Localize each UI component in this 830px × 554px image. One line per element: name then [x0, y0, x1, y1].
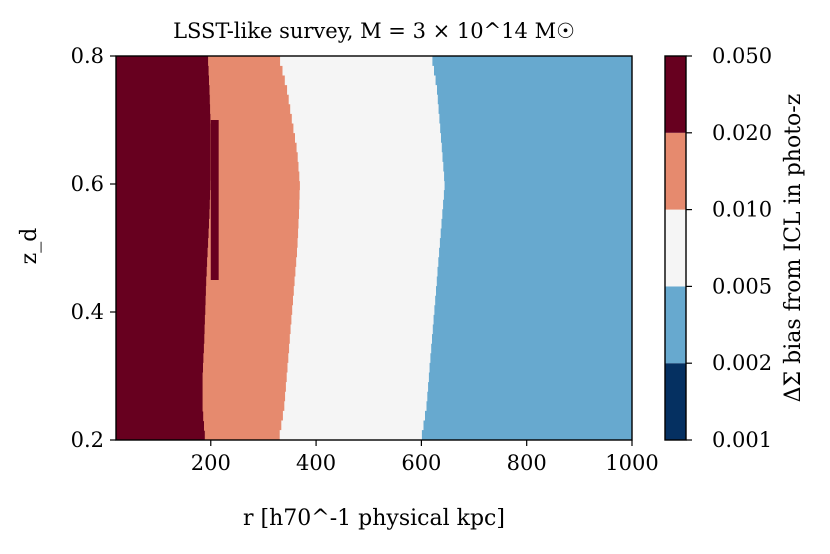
colorbar-ticks: 0.001 0.002 0.005 0.010 0.020 0.050	[686, 44, 772, 452]
x-tick-label: 1000	[605, 451, 658, 475]
colorbar-frame	[664, 55, 687, 441]
colorbar-segment	[665, 56, 686, 133]
x-tick-label: 400	[296, 451, 336, 475]
colorbar-segment	[665, 363, 686, 440]
colorbar-tick-label: 0.001	[712, 428, 772, 452]
y-tick-label: 0.2	[71, 428, 104, 452]
y-axis-label: z_d	[17, 228, 42, 265]
x-tick-label: 600	[401, 451, 441, 475]
y-tick-label: 0.8	[71, 44, 104, 68]
colorbar-segment	[665, 209, 686, 287]
colorbar	[664, 55, 687, 441]
colorbar-tick-label: 0.005	[712, 274, 772, 298]
x-tick-label: 200	[191, 451, 231, 475]
region-0.002-0.005	[421, 55, 633, 441]
x-tick-label: 800	[507, 451, 547, 475]
x-ticks: 200 400 600 800 1000	[191, 440, 659, 475]
colorbar-segment	[665, 286, 686, 364]
y-tick-label: 0.4	[71, 300, 104, 324]
colorbar-tick-label: 0.020	[712, 121, 772, 145]
colorbar-label: ΔΣ bias from ICL in photo-z	[781, 94, 806, 403]
region-0.005-0.010	[279, 55, 446, 441]
plot-frame	[115, 55, 633, 441]
region-0.020-0.050	[115, 55, 212, 441]
chart-title: LSST-like survey, M = 3 × 10^14 M☉	[173, 19, 575, 43]
colorbar-segment	[665, 132, 686, 210]
island-0	[210, 120, 219, 280]
colorbar-tick-label: 0.002	[712, 351, 772, 375]
y-ticks: 0.2 0.4 0.6 0.8	[71, 44, 116, 452]
plot-area	[115, 55, 633, 441]
x-axis-label: r [h70^-1 physical kpc]	[243, 506, 505, 531]
y-tick-label: 0.6	[71, 172, 104, 196]
colorbar-tick-label: 0.050	[712, 44, 772, 68]
colorbar-tick-label: 0.010	[712, 198, 772, 222]
